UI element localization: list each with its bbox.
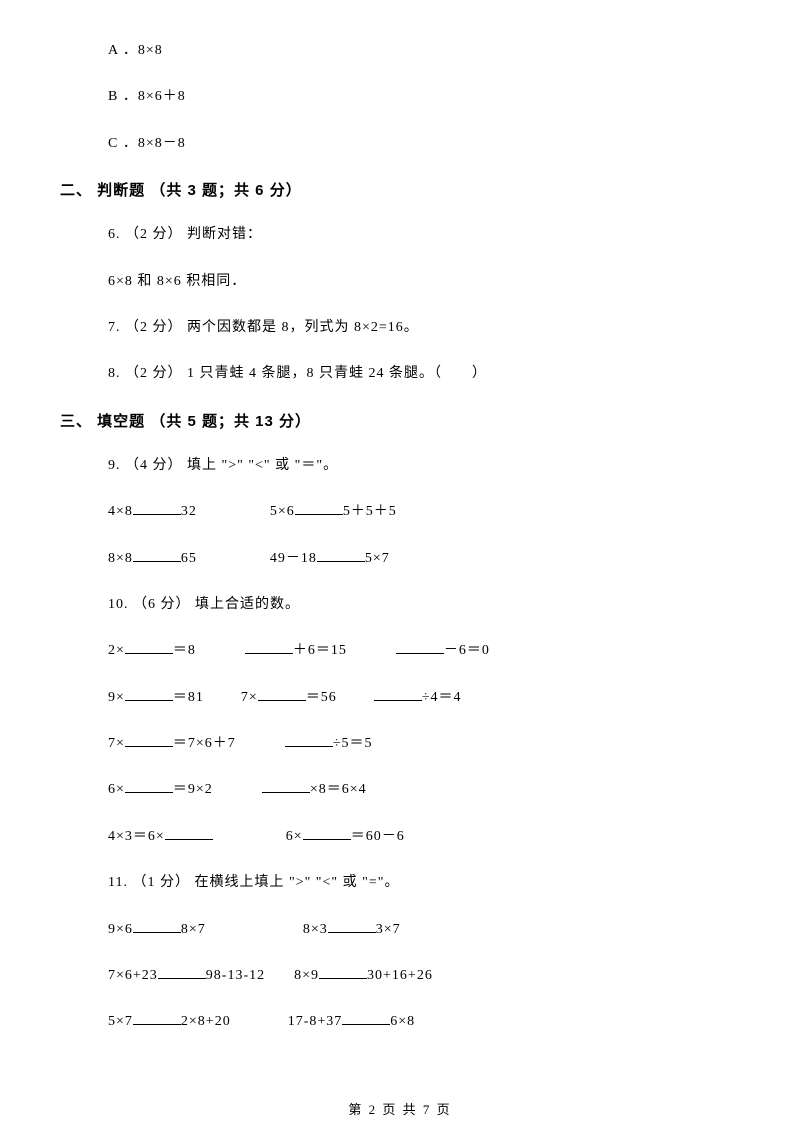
q9-l2d: 5×7 <box>365 551 390 566</box>
blank <box>303 826 351 840</box>
q10-l2d: ＝56 <box>306 690 337 705</box>
q10-l2a: 9× <box>108 690 125 705</box>
q10-line4: 6× ＝9×2 ×8＝6×4 <box>108 779 740 801</box>
section-3-header: 三、 填空题 （共 5 题；共 13 分） <box>60 410 740 431</box>
q11-l3a: 5×7 <box>108 1014 133 1029</box>
q11-line3: 5×7 2×8+20 17-8+37 6×8 <box>108 1011 740 1033</box>
q6-body: 6×8 和 8×6 积相同． <box>108 271 740 293</box>
q10-head: 10. （6 分） 填上合适的数。 <box>108 594 740 616</box>
q10-l1b: ＝8 <box>173 643 196 658</box>
blank <box>165 826 213 840</box>
q10-l1c: ＋6＝15 <box>293 643 347 658</box>
blank <box>258 687 306 701</box>
blank <box>133 1011 181 1025</box>
q9-l2c: 49－18 <box>270 551 317 566</box>
blank <box>133 501 181 515</box>
blank <box>133 548 181 562</box>
q9-l2a: 8×8 <box>108 551 133 566</box>
q10-l3c: ÷5＝5 <box>333 736 373 751</box>
q10-l5c: ＝60－6 <box>351 829 405 844</box>
q9-l1a: 4×8 <box>108 504 133 519</box>
q11-l1b: 8×7 <box>181 922 206 937</box>
q11-l2b: 98-13-12 <box>206 968 265 983</box>
q9-l1d: 5＋5＋5 <box>343 504 397 519</box>
q11-head: 11. （1 分） 在横线上填上 ">" "<" 或 "="。 <box>108 872 740 894</box>
q11-l3d: 6×8 <box>390 1014 415 1029</box>
blank <box>125 687 173 701</box>
blank <box>396 640 444 654</box>
q11-line1: 9×6 8×7 8×3 3×7 <box>108 919 740 941</box>
q10-line3: 7× ＝7×6＋7 ÷5＝5 <box>108 733 740 755</box>
q10-l2e: ÷4＝4 <box>422 690 462 705</box>
blank <box>374 687 422 701</box>
q9-l1c: 5×6 <box>270 504 295 519</box>
q10-l2b: ＝81 <box>173 690 204 705</box>
blank <box>158 965 206 979</box>
q10-l2c: 7× <box>241 690 258 705</box>
q11-l1c: 8×3 <box>303 922 328 937</box>
option-b: B ．8×6＋8 <box>108 86 740 108</box>
q8: 8. （2 分） 1 只青蛙 4 条腿，8 只青蛙 24 条腿。（ ） <box>108 363 740 385</box>
q11-line2: 7×6+23 98-13-12 8×9 30+16+26 <box>108 965 740 987</box>
q9-line2: 8×8 65 49－18 5×7 <box>108 548 740 570</box>
blank <box>285 733 333 747</box>
q7: 7. （2 分） 两个因数都是 8，列式为 8×2=16。 <box>108 317 740 339</box>
q10-l1a: 2× <box>108 643 125 658</box>
blank <box>262 779 310 793</box>
blank <box>319 965 367 979</box>
q11-l1d: 3×7 <box>376 922 401 937</box>
q11-l2a: 7×6+23 <box>108 968 158 983</box>
q10-l4b: ＝9×2 <box>173 782 213 797</box>
q10-l1d: －6＝0 <box>444 643 490 658</box>
blank <box>317 548 365 562</box>
q10-line1: 2× ＝8 ＋6＝15 －6＝0 <box>108 640 740 662</box>
q9-head: 9. （4 分） 填上 ">" "<" 或 "＝"。 <box>108 455 740 477</box>
q10-line5: 4×3＝6× 6× ＝60－6 <box>108 826 740 848</box>
q11-l3c: 17-8+37 <box>288 1014 343 1029</box>
section-2-header: 二、 判断题 （共 3 题；共 6 分） <box>60 179 740 200</box>
q10-l5b: 6× <box>286 829 303 844</box>
option-c: C ．8×8－8 <box>108 133 740 155</box>
q10-l4c: ×8＝6×4 <box>310 782 367 797</box>
q9-line1: 4×8 32 5×6 5＋5＋5 <box>108 501 740 523</box>
q11-l2d: 30+16+26 <box>367 968 433 983</box>
page-footer: 第 2 页 共 7 页 <box>0 1099 800 1118</box>
q10-l3b: ＝7×6＋7 <box>173 736 236 751</box>
q11-l2c: 8×9 <box>294 968 319 983</box>
q10-l3a: 7× <box>108 736 125 751</box>
q9-l1b: 32 <box>181 504 197 519</box>
blank <box>245 640 293 654</box>
option-a: A ．8×8 <box>108 40 740 62</box>
blank <box>328 919 376 933</box>
blank <box>342 1011 390 1025</box>
q11-l1a: 9×6 <box>108 922 133 937</box>
q6-head: 6. （2 分） 判断对错： <box>108 224 740 246</box>
blank <box>125 640 173 654</box>
blank <box>125 733 173 747</box>
q11-l3b: 2×8+20 <box>181 1014 231 1029</box>
q9-l2b: 65 <box>181 551 197 566</box>
q10-l4a: 6× <box>108 782 125 797</box>
blank <box>125 779 173 793</box>
q10-line2: 9× ＝81 7× ＝56 ÷4＝4 <box>108 687 740 709</box>
blank <box>133 919 181 933</box>
blank <box>295 501 343 515</box>
q10-l5a: 4×3＝6× <box>108 829 165 844</box>
